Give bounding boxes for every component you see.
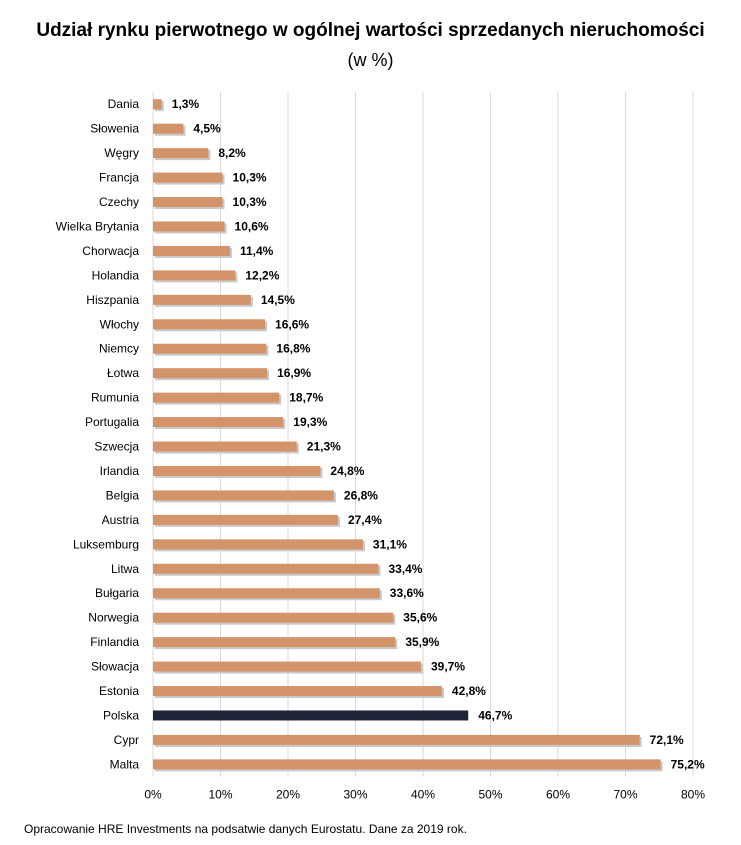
category-label: Rumunia (91, 391, 139, 405)
data-label: 10,6% (235, 219, 269, 233)
x-tick-label: 0% (144, 788, 162, 802)
data-label: 1,3% (172, 97, 200, 111)
bar (153, 99, 162, 110)
bar (153, 368, 268, 379)
bar-chart: 0% 10% 20% 30% 40% 50% 60% 70% 80% Dania 1,3% Słowe… (56, 92, 705, 802)
category-label: Finlandia (90, 635, 139, 649)
bar (153, 514, 338, 525)
x-tick-label: 80% (681, 788, 705, 802)
data-label: 16,9% (277, 366, 311, 380)
data-label: 26,8% (344, 488, 378, 502)
bar (153, 270, 236, 281)
bar (153, 734, 640, 745)
bar (153, 759, 661, 770)
category-label: Dania (108, 97, 140, 111)
bar (153, 417, 284, 428)
data-label: 12,2% (245, 268, 279, 282)
data-label: 14,5% (261, 293, 295, 307)
data-label: 10,3% (233, 171, 267, 185)
data-label: 24,8% (330, 464, 364, 478)
x-tick-label: 30% (343, 788, 367, 802)
bar (153, 441, 297, 452)
bar (153, 148, 209, 159)
category-label: Polska (103, 708, 139, 722)
bar (153, 710, 469, 721)
bar (153, 392, 280, 403)
data-label: 10,3% (233, 195, 267, 209)
category-label: Estonia (99, 684, 139, 698)
chart-subtitle: (w %) (347, 50, 394, 70)
category-label: Wielka Brytania (56, 219, 140, 233)
category-label: Chorwacja (82, 244, 139, 258)
category-label: Hiszpania (86, 293, 139, 307)
category-label: Cypr (114, 733, 139, 747)
category-label: Portugalia (85, 415, 139, 429)
chart-title: Udział rynku pierwotnego w ogólnej warto… (36, 20, 705, 41)
x-tick-label: 50% (478, 788, 502, 802)
data-label: 21,3% (307, 440, 341, 454)
category-label: Niemcy (99, 342, 139, 356)
category-label: Luksemburg (73, 537, 139, 551)
bar (153, 661, 421, 672)
source-note: Opracowanie HRE Investments na podsatwie… (24, 822, 467, 836)
x-tick-label: 40% (411, 788, 435, 802)
x-tick-label: 10% (208, 788, 232, 802)
data-label: 4,5% (193, 122, 221, 136)
data-label: 16,8% (276, 342, 310, 356)
x-tick-label: 60% (546, 788, 570, 802)
bar (153, 588, 380, 599)
category-label: Włochy (100, 317, 139, 331)
category-label: Belgia (106, 488, 140, 502)
data-label: 33,4% (388, 562, 422, 576)
category-label: Norwegia (88, 611, 139, 625)
data-label: 18,7% (289, 391, 323, 405)
data-label: 35,9% (405, 635, 439, 649)
bar (153, 539, 363, 550)
data-label: 39,7% (431, 660, 465, 674)
bar (153, 343, 267, 354)
x-tick-label: 70% (613, 788, 637, 802)
category-label: Malta (110, 757, 140, 771)
data-label: 46,7% (478, 708, 512, 722)
data-label: 19,3% (293, 415, 327, 429)
bar (153, 465, 321, 476)
category-label: Bułgaria (95, 586, 139, 600)
data-label: 8,2% (218, 146, 246, 160)
bar (153, 221, 225, 232)
data-label: 27,4% (348, 513, 382, 527)
data-label: 72,1% (650, 733, 684, 747)
category-label: Czechy (99, 195, 139, 209)
data-label: 31,1% (373, 537, 407, 551)
bar (153, 319, 266, 330)
data-label: 75,2% (671, 757, 705, 771)
category-label: Francja (99, 171, 139, 185)
data-label: 42,8% (452, 684, 486, 698)
data-label: 33,6% (390, 586, 424, 600)
x-tick-label: 20% (276, 788, 300, 802)
category-label: Litwa (111, 562, 139, 576)
category-label: Holandia (92, 268, 140, 282)
bar (153, 294, 251, 305)
category-label: Słowacja (91, 660, 139, 674)
data-label: 16,6% (275, 317, 309, 331)
category-label: Austria (102, 513, 140, 527)
bar (153, 686, 442, 697)
bar (153, 123, 184, 134)
bar (153, 490, 334, 501)
category-label: Łotwa (107, 366, 139, 380)
bar (153, 172, 223, 183)
category-label: Słowenia (90, 122, 139, 136)
bar (153, 563, 379, 574)
category-label: Szwecja (94, 440, 139, 454)
bar (153, 637, 396, 648)
category-label: Węgry (104, 146, 139, 160)
category-label: Irlandia (100, 464, 140, 478)
bar (153, 612, 394, 623)
bar (153, 197, 223, 208)
data-label: 35,6% (403, 611, 437, 625)
data-label: 11,4% (240, 244, 274, 258)
bar (153, 245, 230, 256)
